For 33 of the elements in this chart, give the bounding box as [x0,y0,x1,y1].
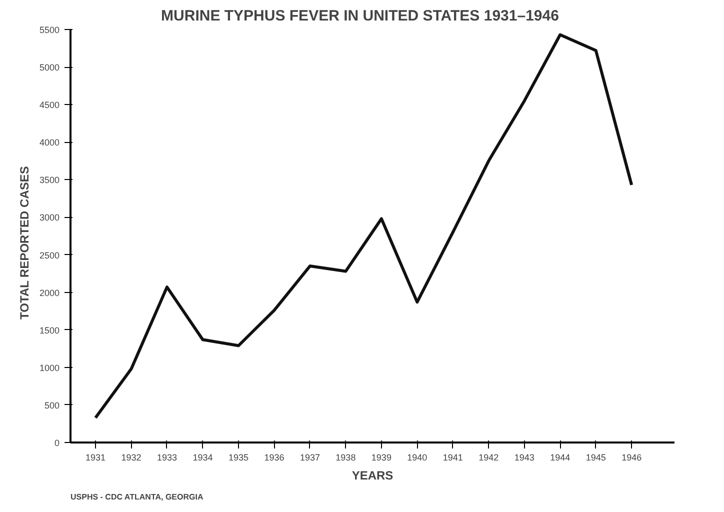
y-tick-label: 0 [54,438,60,448]
y-tick-label: 2500 [39,250,60,260]
y-tick-label: 3500 [39,175,60,186]
y-tick-label: 500 [44,400,60,410]
x-tick-label: 1943 [514,452,534,462]
x-tick-label: 1935 [228,452,248,462]
x-tick-label: 1939 [371,452,392,462]
x-tick-label: 1931 [86,452,106,462]
x-tick-label: 1940 [407,452,428,462]
y-tick-label: 1000 [39,362,60,373]
y-axis-title: TOTAL REPORTED CASES [17,166,32,320]
x-tick-label: 1934 [192,452,213,462]
x-tick-label: 1946 [622,452,642,462]
y-tick-label: 4500 [39,100,60,110]
text: USPHS - CDC ATLANTA, GEORGIA [70,492,204,502]
x-tick-label: 1936 [264,452,284,462]
x-tick-label: 1945 [586,452,606,462]
x-tick-label: 1941 [442,452,463,462]
y-tick-label: 1500 [39,325,60,336]
x-tick-label: 1937 [300,452,320,462]
x-tick-label: 1933 [156,452,178,462]
x-tick-label: 1932 [121,452,142,462]
y-tick-label: 5500 [39,25,60,35]
y-tick-label: 4000 [39,138,60,148]
line-series [94,33,634,420]
chart-title: MURINE TYPHUS FEVER IN UNITED STATES 1931–1946 [161,8,559,24]
x-tick-label: 1942 [478,452,499,462]
y-tick-label: 2000 [39,288,60,298]
y-tick-label: 5000 [39,62,60,73]
x-axis-title: YEARS [352,468,394,482]
y-tick-label: 3000 [39,212,60,223]
x-tick-label: 1938 [336,452,356,462]
x-tick-label: 1944 [550,452,570,462]
